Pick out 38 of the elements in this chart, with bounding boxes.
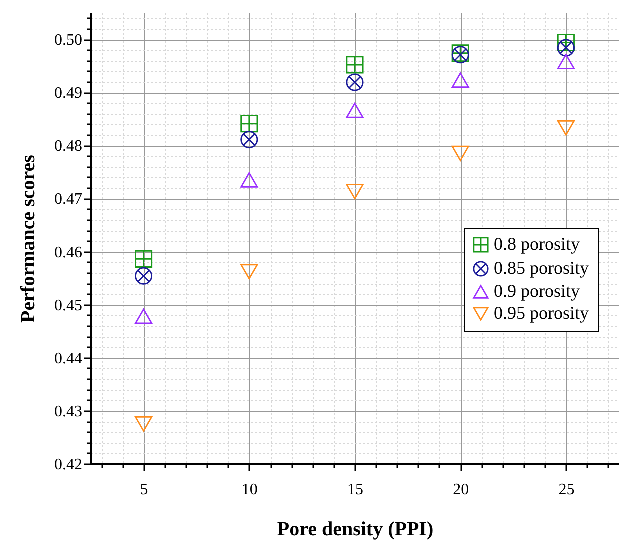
- y-tick-label: 0.44: [54, 350, 82, 368]
- x-tick-label: 15: [348, 482, 364, 498]
- legend-label: 0.8 porosity: [494, 234, 580, 254]
- point: [346, 56, 364, 74]
- point: [135, 267, 153, 285]
- point: [557, 120, 575, 136]
- point: [135, 250, 153, 268]
- point: [452, 146, 470, 162]
- y-tick-label: 0.46: [54, 244, 82, 262]
- point: [240, 131, 258, 149]
- y-tick-label: 0.49: [54, 85, 82, 102]
- x-tick-label: 20: [453, 482, 470, 498]
- y-tick-label: 0.45: [54, 297, 82, 314]
- x-tick-label: 10: [242, 482, 258, 498]
- x-tick-label: 25: [558, 482, 575, 498]
- y-tick-label: 0.48: [54, 138, 82, 156]
- y-axis-title: Performance scores: [18, 154, 40, 323]
- y-tick-label: 0.42: [54, 456, 82, 474]
- point: [557, 39, 575, 57]
- y-tick-label: 0.50: [54, 32, 82, 50]
- point: [240, 115, 258, 133]
- legend-label: 0.95 porosity: [494, 303, 590, 323]
- x-axis-title: Pore density (PPI): [277, 518, 434, 540]
- y-tick-label: 0.47: [54, 191, 82, 208]
- x-tick-label: 5: [140, 482, 148, 498]
- point: [557, 54, 575, 70]
- point: [452, 72, 470, 88]
- point: [346, 74, 364, 92]
- point: [557, 34, 575, 52]
- legend-label: 0.9 porosity: [494, 281, 580, 301]
- point: [346, 102, 364, 118]
- point: [240, 264, 258, 280]
- point: [240, 172, 258, 188]
- point: [346, 184, 364, 200]
- y-tick-label: 0.43: [54, 403, 82, 420]
- legend-label: 0.85 porosity: [494, 258, 590, 278]
- point: [135, 308, 153, 324]
- point: [135, 416, 153, 432]
